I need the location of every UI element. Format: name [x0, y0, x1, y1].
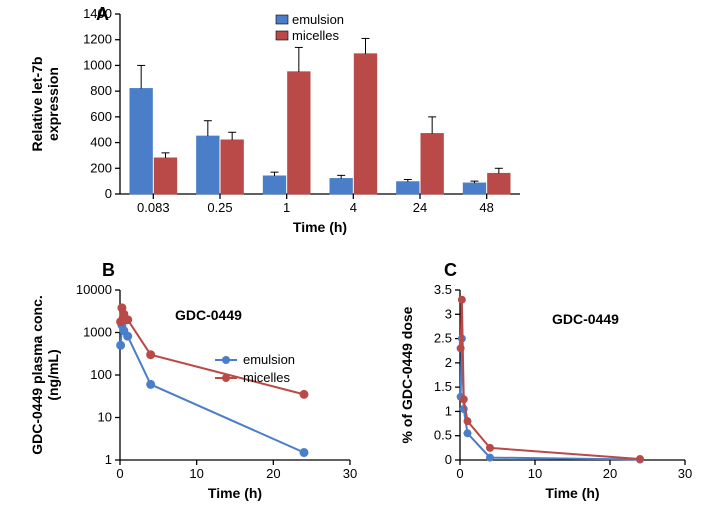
y-tick-label: 3.5	[434, 282, 452, 297]
x-tick-label: 20	[266, 466, 280, 481]
bar-micelles	[354, 54, 376, 194]
legend-label: emulsion	[292, 12, 344, 27]
legend-swatch	[276, 31, 288, 40]
legend-label: micelles	[243, 370, 290, 385]
y-tick-label: 1000	[83, 57, 112, 72]
y-tick-label: 10000	[76, 282, 112, 297]
y-tick-label: 600	[90, 109, 112, 124]
y-tick-label: 1.5	[434, 379, 452, 394]
line-emulsion	[121, 325, 304, 453]
y-tick-label: 0	[105, 186, 112, 201]
y-axis-label: GDC-0449 plasma conc.	[29, 295, 45, 455]
bar-micelles	[421, 134, 443, 194]
bar-micelles	[154, 158, 176, 194]
x-tick-label: 0.083	[137, 200, 170, 215]
bar-emulsion	[197, 136, 219, 194]
x-tick-label: 1	[283, 200, 290, 215]
line-emulsion	[461, 339, 640, 460]
legend-marker	[222, 356, 230, 364]
y-tick-label: 2	[445, 355, 452, 370]
y-tick-label: 1	[445, 403, 452, 418]
marker-emulsion	[117, 341, 125, 349]
figure-root: A0200400600800100012001400Relative let-7…	[0, 0, 711, 506]
y-tick-label: 1	[105, 452, 112, 467]
panel-a: A0200400600800100012001400Relative let-7…	[29, 4, 520, 235]
y-tick-label: 10	[98, 410, 112, 425]
y-tick-label: 1400	[83, 6, 112, 21]
x-tick-label: 20	[603, 466, 617, 481]
marker-micelles	[124, 316, 132, 324]
marker-emulsion	[464, 429, 472, 437]
bar-emulsion	[330, 179, 352, 194]
marker-micelles	[300, 390, 308, 398]
marker-emulsion	[124, 332, 132, 340]
x-tick-label: 10	[528, 466, 542, 481]
legend-swatch	[276, 15, 288, 24]
x-tick-label: 0.25	[207, 200, 232, 215]
x-axis-label: Time (h)	[208, 485, 262, 501]
marker-emulsion	[147, 380, 155, 388]
y-tick-label: 100	[90, 367, 112, 382]
bar-emulsion	[130, 89, 152, 194]
y-tick-label: 400	[90, 135, 112, 150]
content-label: GDC-0449	[552, 311, 619, 327]
y-axis-label: % of GDC-0449 dose	[399, 306, 415, 443]
legend-label: micelles	[292, 28, 339, 43]
bar-emulsion	[263, 176, 285, 194]
y-tick-label: 200	[90, 160, 112, 175]
marker-micelles	[464, 417, 472, 425]
panel-c: C 0 10 20 30 0 0.5 1 1.5 2 2.5 3 3.5 % of GDC-0449 do…	[399, 260, 692, 501]
bar-emulsion	[397, 182, 419, 194]
y-axis-label: (ng/mL)	[45, 349, 61, 400]
legend-label: emulsion	[243, 352, 295, 367]
y-tick-label: 1000	[83, 325, 112, 340]
x-tick-label: 24	[413, 200, 427, 215]
x-tick-label: 0	[456, 466, 463, 481]
bar-micelles	[288, 72, 310, 194]
marker-emulsion	[486, 454, 494, 462]
marker-micelles	[458, 296, 466, 304]
x-axis-label: Time (h)	[293, 219, 347, 235]
bar-micelles	[221, 140, 243, 194]
marker-micelles	[486, 444, 494, 452]
content-label: GDC-0449	[175, 307, 242, 323]
marker-emulsion	[300, 449, 308, 457]
x-axis-label: Time (h)	[545, 485, 599, 501]
x-tick-label: 4	[350, 200, 357, 215]
x-tick-label: 0	[116, 466, 123, 481]
panel-letter-c: C	[444, 260, 457, 280]
panel-letter-b: B	[102, 260, 115, 280]
y-tick-label: 1200	[83, 32, 112, 47]
marker-micelles	[457, 344, 465, 352]
y-tick-label: 0	[445, 452, 452, 467]
y-tick-label: 2.5	[434, 331, 452, 346]
y-tick-label: 3	[445, 306, 452, 321]
marker-micelles	[636, 455, 644, 463]
figure-svg: A0200400600800100012001400Relative let-7…	[0, 0, 711, 506]
y-tick-label: 800	[90, 83, 112, 98]
x-tick-label: 30	[343, 466, 357, 481]
bar-emulsion	[463, 183, 485, 194]
x-tick-label: 30	[678, 466, 692, 481]
y-axis-label: Relative let-7b	[29, 57, 45, 152]
x-tick-label: 48	[479, 200, 493, 215]
marker-micelles	[147, 351, 155, 359]
y-axis-label: expression	[45, 67, 61, 141]
legend-marker	[222, 374, 230, 382]
y-tick-label: 0.5	[434, 428, 452, 443]
x-tick-label: 10	[189, 466, 203, 481]
bar-micelles	[488, 173, 510, 194]
marker-micelles	[460, 395, 468, 403]
panel-b: B 1 10 100 1000 10000 0 10 20 30 GDC-0449 plasma c…	[29, 260, 357, 501]
